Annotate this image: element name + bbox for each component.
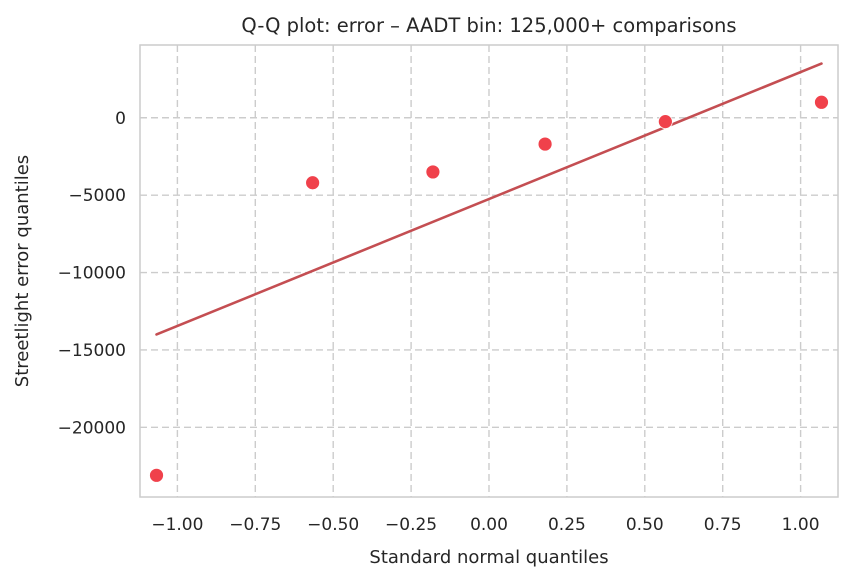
y-tick-label: −10000 [58, 264, 126, 284]
data-point [305, 175, 321, 191]
x-axis-label: Standard normal quantiles [369, 547, 608, 568]
y-tick-label: −5000 [68, 186, 126, 206]
y-tick-labels: 0 −5000 −10000 −15000 −20000 [58, 109, 126, 439]
chart-title: Q-Q plot: error – AADT bin: 125,000+ com… [241, 14, 736, 37]
x-tick-label: −1.00 [151, 515, 203, 535]
x-tick-label: 1.00 [782, 515, 820, 535]
y-tick-label: −20000 [58, 418, 126, 438]
data-point [425, 164, 441, 180]
y-tick-label: 0 [115, 109, 126, 129]
data-points [149, 94, 829, 483]
y-axis-label: Streetlight error quantiles [12, 155, 33, 387]
plot-frame [139, 44, 839, 498]
reference-line-layer [155, 62, 823, 336]
x-tick-label: −0.75 [229, 515, 281, 535]
data-point [537, 136, 553, 152]
y-tick-label: −15000 [58, 341, 126, 361]
x-tick-label: 0.25 [548, 515, 586, 535]
data-point [657, 114, 673, 130]
x-tick-label: 0.00 [470, 515, 508, 535]
x-tick-labels: −1.00 −0.75 −0.50 −0.25 0.00 0.25 0.50 0.75 1.00 [151, 515, 819, 535]
x-tick-label: −0.25 [385, 515, 437, 535]
x-tick-label: 0.50 [626, 515, 664, 535]
x-tick-label: −0.50 [307, 515, 359, 535]
data-point [814, 94, 829, 110]
grid [140, 45, 838, 497]
reference-line [155, 62, 823, 336]
x-tick-label: 0.75 [704, 515, 742, 535]
data-point [149, 467, 164, 483]
